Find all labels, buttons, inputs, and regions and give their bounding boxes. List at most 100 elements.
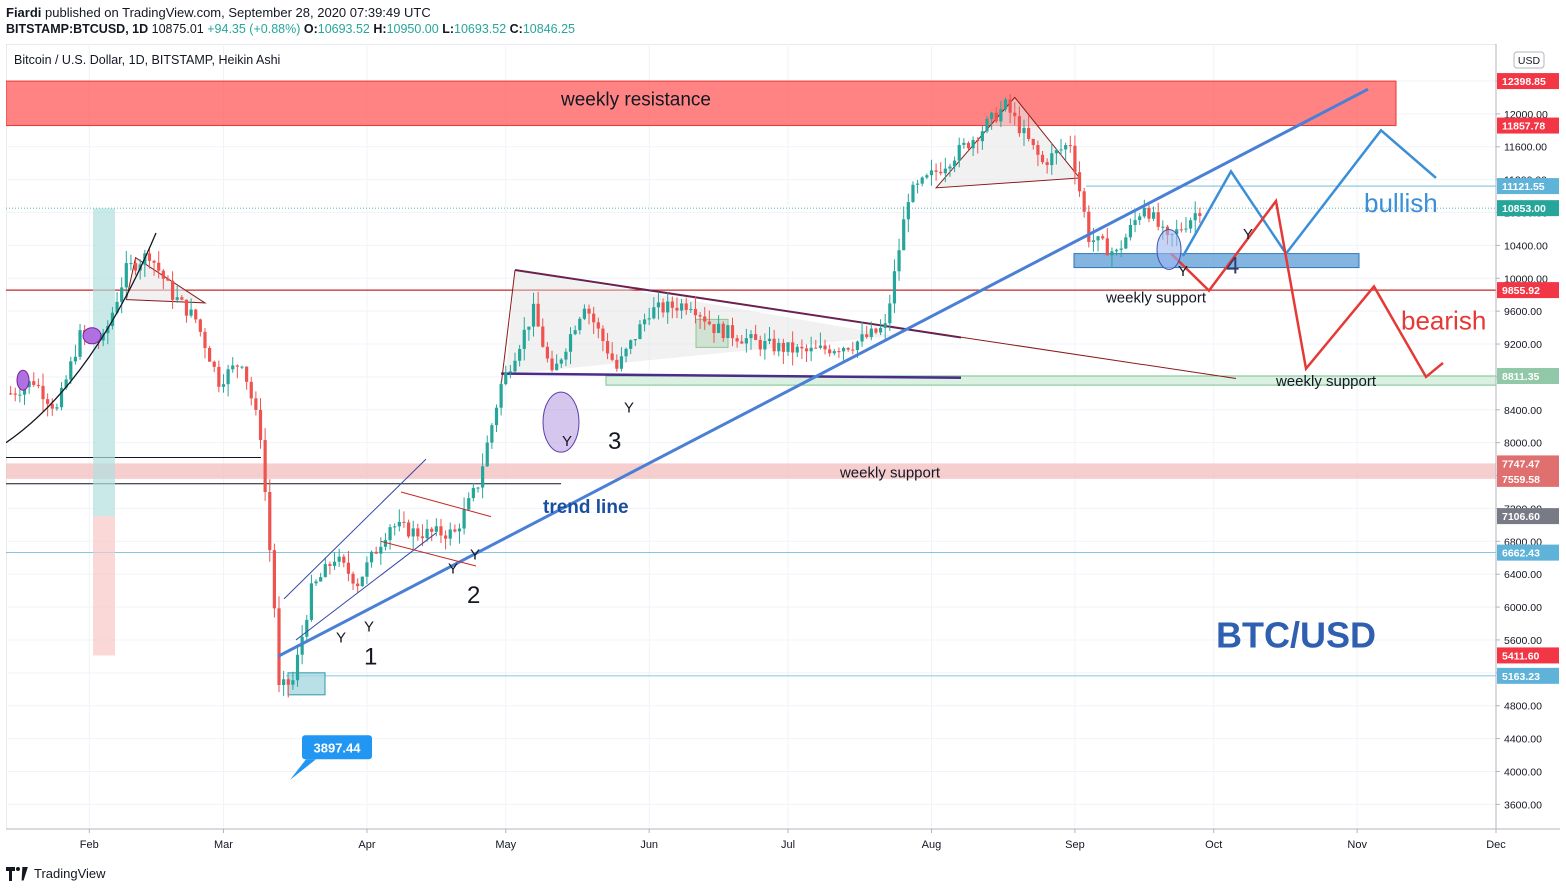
candle-body <box>406 522 411 537</box>
candle-body <box>499 384 503 408</box>
candle-body <box>245 366 249 382</box>
candle-body <box>27 381 31 388</box>
high-label: H: <box>373 22 387 36</box>
y-tick-label: 5600.00 <box>1504 635 1542 647</box>
candle-body <box>943 168 947 174</box>
chart-area[interactable]: Bitcoin / U.S. Dollar, 1D, BITSTAMP, Hei… <box>6 44 1560 858</box>
candle-body <box>351 573 355 584</box>
candle-body <box>46 399 50 404</box>
candle-body <box>175 297 179 300</box>
price-tag <box>1497 200 1559 217</box>
candle-body <box>1064 145 1068 150</box>
candle-body <box>934 170 938 172</box>
x-tick-label: Mar <box>214 839 233 851</box>
low-price-badge-pointer <box>290 759 316 780</box>
candle-body <box>1082 191 1086 212</box>
candle-body <box>365 562 369 577</box>
zone-label: weekly support <box>839 464 941 481</box>
wave-label: 1 <box>364 644 377 671</box>
candle-body <box>855 341 860 351</box>
marker-oval <box>542 391 580 453</box>
x-tick-label: Oct <box>1205 839 1222 851</box>
symbol-ohlc-row: BITSTAMP:BTCUSD, 1D 10875.01 +94.35 (+0.… <box>6 22 575 36</box>
candle-body <box>777 342 781 352</box>
candle-body <box>717 323 721 334</box>
candle-body <box>268 492 272 551</box>
candle-body <box>258 409 263 441</box>
low-label: L: <box>442 22 455 36</box>
author-name[interactable]: Fiardi <box>6 5 42 20</box>
y-tick-label: 9200.00 <box>1504 339 1542 351</box>
price-tag <box>1497 470 1559 487</box>
candle-body <box>198 319 202 332</box>
price-tag-label: 12398.85 <box>1502 76 1546 88</box>
candle-body <box>420 536 425 539</box>
candle-body <box>962 142 966 145</box>
y-marker-label: Y <box>470 546 480 563</box>
candle-body <box>430 528 434 532</box>
price-tag-label: 7106.60 <box>1502 511 1540 523</box>
candle-body <box>929 170 934 176</box>
price-tag-label: 10853.00 <box>1502 203 1546 215</box>
pattern-line <box>514 269 1237 380</box>
price-axis <box>1496 44 1560 829</box>
candle-body <box>568 334 573 352</box>
candle-body <box>32 381 36 385</box>
candle-body <box>994 112 998 122</box>
candle-body <box>1077 172 1082 192</box>
candle-body <box>1188 220 1193 229</box>
candle-body <box>490 425 494 443</box>
x-tick-label: Aug <box>922 839 942 851</box>
candle-body <box>619 356 624 369</box>
candle-body <box>587 308 591 314</box>
candle-body <box>1022 128 1026 134</box>
x-tick-label: Feb <box>80 839 99 851</box>
footer-brand[interactable]: TradingView <box>6 866 106 881</box>
y-tick-label: 6000.00 <box>1504 602 1542 614</box>
price-tag-label: 8811.35 <box>1502 371 1540 383</box>
marker-oval <box>82 327 102 345</box>
currency-badge <box>1513 51 1545 69</box>
candle-body <box>948 166 952 169</box>
candle-body <box>481 466 485 488</box>
candle-body <box>615 359 619 369</box>
candle-body <box>721 323 725 339</box>
last-price: 10875.01 <box>151 22 204 36</box>
candle-body <box>999 109 1003 122</box>
price-chart[interactable]: Bitcoin / U.S. Dollar, 1D, BITSTAMP, Hei… <box>6 44 1560 858</box>
candle-body <box>471 487 475 499</box>
candle-body <box>915 183 920 185</box>
symbol-label: BITSTAMP:BTCUSD, 1D <box>6 22 149 36</box>
candle-body <box>332 561 337 566</box>
candle-body <box>416 528 420 537</box>
candle-body <box>754 334 758 340</box>
candle-body <box>342 556 346 563</box>
candle-body <box>1124 237 1128 249</box>
candle-body <box>203 331 207 349</box>
candle-body <box>235 365 239 367</box>
candle-body <box>1110 251 1114 256</box>
candle-body <box>166 278 170 281</box>
candle-body <box>666 301 670 313</box>
low-price-text: 3897.44 <box>314 740 362 755</box>
candle-body <box>305 619 309 637</box>
candle-body <box>906 202 910 220</box>
support-zone <box>6 463 1496 479</box>
candle-body <box>388 527 392 541</box>
candle-body <box>791 342 795 353</box>
plot-frame <box>6 44 1497 830</box>
price-tag <box>1497 282 1559 299</box>
candle-body <box>550 358 554 371</box>
candle-body <box>189 309 193 316</box>
candle-body <box>110 312 115 327</box>
candle-body <box>582 308 587 319</box>
candle-body <box>64 379 68 388</box>
candle-body <box>712 324 716 334</box>
candle-body <box>1138 216 1142 221</box>
candle-body <box>133 263 138 271</box>
y-tick-label: 4000.00 <box>1504 766 1542 778</box>
candle-body <box>781 342 785 352</box>
candle-body <box>1031 138 1035 146</box>
candle-body <box>402 521 406 523</box>
candle-body <box>823 345 827 350</box>
